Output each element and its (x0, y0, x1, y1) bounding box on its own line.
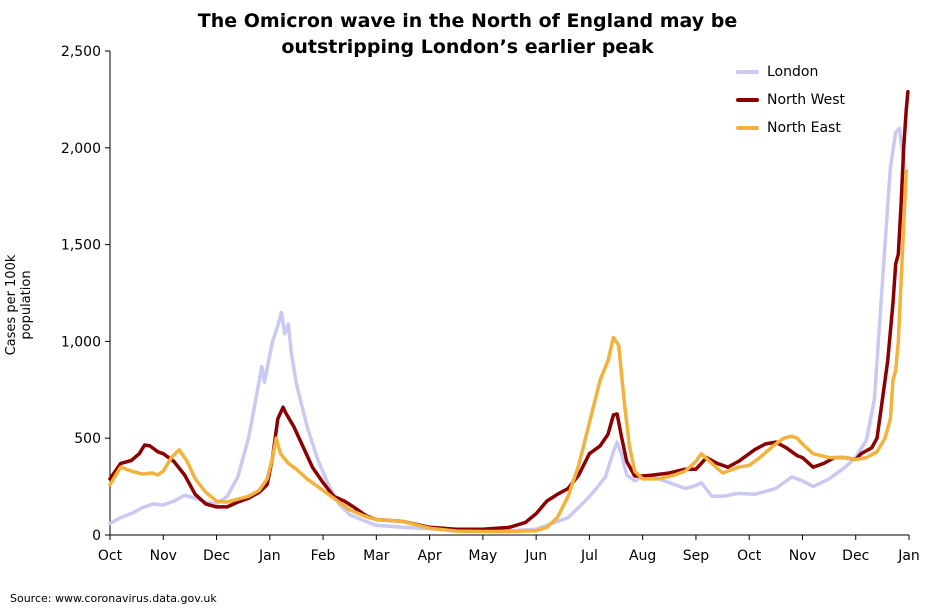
x-tick-label: Jan (897, 548, 920, 564)
chart-axes: 0 500 1,000 1,500 2,000 2,500 Oct Nov Dec Jan Feb M… (61, 44, 920, 564)
x-tick-label: May (468, 548, 497, 564)
y-tick-label: 1,500 (61, 238, 101, 254)
legend-label-north-east: North East (767, 120, 841, 136)
chart-title-line-2: outstripping London’s earlier peak (281, 36, 654, 58)
x-tick-label: Feb (311, 548, 336, 564)
legend-item-north-west: North West (736, 86, 845, 114)
x-tick-label: Dec (203, 548, 230, 564)
y-tick-label: 500 (74, 431, 101, 447)
x-tick-label: Jan (258, 548, 281, 564)
x-tick-label: Apr (417, 548, 441, 564)
y-tick-label: 2,000 (61, 141, 101, 157)
y-tick-label: 1,000 (61, 334, 101, 350)
legend-item-north-east: North East (736, 114, 845, 142)
legend-label-north-west: North West (767, 92, 846, 108)
x-tick-label: Jun (524, 548, 547, 564)
x-tick-label: Oct (98, 548, 123, 564)
x-tick-label: Nov (789, 548, 816, 564)
x-tick-label: Nov (150, 548, 177, 564)
x-tick-label: Aug (629, 548, 656, 564)
x-tick-label: Sep (683, 548, 710, 564)
legend-label-london: London (767, 64, 819, 80)
series-line-north-west (108, 89, 910, 531)
series-line-london (108, 126, 907, 533)
series-layer (108, 89, 910, 534)
chart-title: The Omicron wave in the North of England… (0, 8, 935, 60)
x-tick-label: Oct (737, 548, 762, 564)
source-note: Source: www.coronavirus.data.gov.uk (10, 592, 217, 605)
x-tick-label: Jul (580, 548, 598, 564)
y-tick-label: 2,500 (61, 44, 101, 60)
series-line-north-east (108, 169, 909, 534)
y-tick-label: 0 (92, 528, 101, 544)
legend-item-london: London (736, 58, 845, 86)
x-tick-label: Dec (842, 548, 869, 564)
legend-swatch-north-east (736, 126, 759, 130)
legend-swatch-london (736, 70, 759, 74)
x-tick-label: Mar (363, 548, 390, 564)
legend: London North West North East (736, 58, 845, 142)
legend-swatch-north-west (736, 98, 759, 102)
y-axis-label: Cases per 100k population (4, 254, 34, 356)
chart-title-line-1: The Omicron wave in the North of England… (197, 10, 738, 32)
